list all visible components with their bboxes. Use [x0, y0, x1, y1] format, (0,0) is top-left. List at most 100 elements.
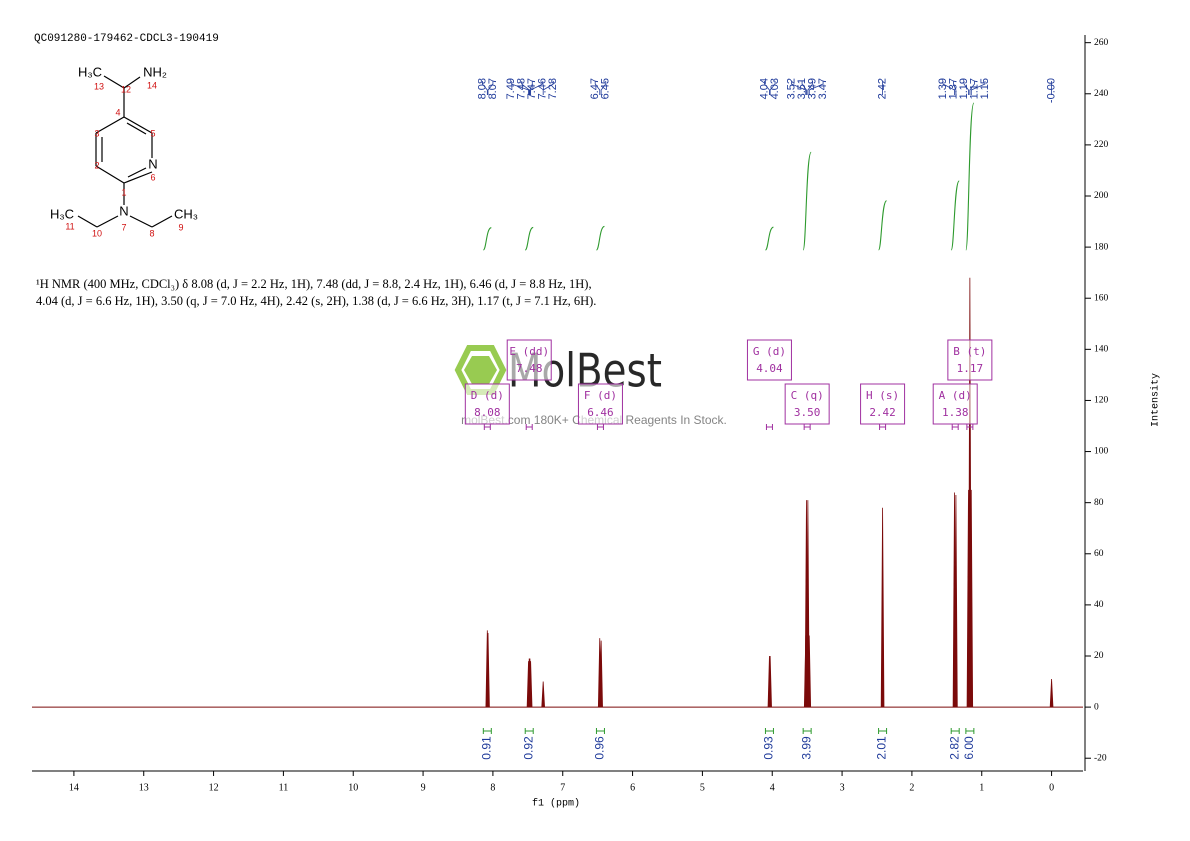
- multiplet-name: C (q): [791, 389, 824, 402]
- x-tick-label: 5: [700, 782, 705, 793]
- integral-curve: [950, 180, 960, 251]
- y-tick-label: 160: [1094, 293, 1109, 303]
- y-tick-label: 240: [1094, 89, 1109, 99]
- integral-bracket: [878, 728, 888, 734]
- multiplet-box: [577, 383, 623, 425]
- multiplet-box: [506, 339, 552, 381]
- y-tick-label: 80: [1094, 498, 1104, 508]
- peak-label: 3.47: [817, 78, 829, 99]
- peak-label: 1.15: [979, 78, 991, 99]
- atom-label: H₃C: [78, 64, 102, 79]
- integral-bracket: [950, 728, 960, 734]
- integral-bracket: [524, 728, 534, 734]
- integral-bracket: [595, 728, 605, 734]
- peak-label-connector: [600, 81, 607, 95]
- y-tick-label: 260: [1094, 38, 1109, 48]
- peak-label: 3.51: [796, 78, 808, 99]
- x-tick-label: 14: [69, 782, 79, 793]
- integral-curve: [482, 227, 492, 251]
- atom-locant: 5: [150, 128, 155, 138]
- x-tick-label: 10: [348, 782, 358, 793]
- peak: [528, 661, 533, 708]
- multiplet-marker: [803, 424, 811, 430]
- peak-label: 1.19: [958, 78, 970, 99]
- y-tick-label: 140: [1094, 345, 1109, 355]
- atom-locant: 2: [94, 160, 99, 170]
- peak-label: 1.39: [937, 78, 949, 99]
- multiplet-marker: [765, 424, 773, 430]
- multiplet-box: [947, 339, 993, 381]
- peak-label-connector: [808, 81, 824, 95]
- peak-label: 8.08: [476, 78, 488, 99]
- atom-locant: 8: [149, 228, 154, 238]
- multiplet-name: E (dd): [509, 345, 549, 358]
- integral-label: 2.82: [947, 736, 961, 760]
- sample-id: QC091280-179462-CDCL3-190419: [34, 33, 219, 45]
- peak-label: 7.28: [547, 78, 559, 99]
- peak: [599, 640, 603, 708]
- peak-label-connector: [542, 81, 554, 95]
- multiplet-box: [746, 339, 792, 381]
- integral-curve: [878, 200, 888, 251]
- nmr-description: ¹H NMR (400 MHz, CDCl₃) δ 8.08 (d, J = 2…: [36, 277, 597, 308]
- peak-label-connector: [487, 81, 494, 95]
- peak: [541, 681, 545, 708]
- structure-bonds: [77, 75, 173, 228]
- multiplet-shift: 8.08: [474, 406, 501, 419]
- integral-bracket: [965, 728, 975, 734]
- peak-label-connector: [953, 81, 957, 95]
- peak-label: 7.47: [526, 78, 538, 99]
- peak: [1049, 678, 1054, 708]
- integral-curve: [524, 226, 534, 251]
- peak: [486, 632, 490, 708]
- peak-label: 4.04: [758, 78, 770, 99]
- multiplet-name: D (d): [471, 389, 504, 402]
- integral-label: 0.93: [762, 736, 776, 760]
- atom-locant: 14: [147, 80, 157, 90]
- peak: [768, 655, 772, 708]
- x-tick-label: 3: [840, 782, 845, 793]
- atom-locant: 12: [121, 84, 131, 94]
- integral-label: 2.01: [875, 736, 889, 760]
- x-tick-label: 4: [770, 782, 775, 793]
- integral-label: 6.00: [962, 736, 976, 760]
- x-tick-label: 1: [979, 782, 984, 793]
- multiplet-shift: 4.04: [756, 362, 783, 375]
- x-tick-label: 13: [139, 782, 149, 793]
- atom-label: N: [148, 156, 157, 171]
- peak-label: 4.03: [769, 78, 781, 99]
- multiplet-marker: [483, 424, 491, 430]
- peak-label: 8.07: [487, 78, 499, 99]
- x-tick-label: 7: [560, 782, 565, 793]
- integral-bracket: [802, 728, 812, 734]
- multiplet-shift: 1.38: [942, 406, 969, 419]
- multiplet-name: A (d): [939, 389, 972, 402]
- peak-label-connector: [594, 81, 601, 95]
- peak-label: 7.48: [516, 78, 528, 99]
- integral-curve: [802, 151, 812, 251]
- integral-curve: [764, 226, 774, 251]
- y-tick-label: 220: [1094, 140, 1109, 150]
- multiplet-box: [784, 383, 830, 425]
- peak: [969, 489, 974, 708]
- atom-locant: 9: [178, 222, 183, 232]
- integral-curve: [595, 225, 605, 251]
- multiplet-name: G (d): [753, 345, 786, 358]
- peak-label-connector: [769, 81, 776, 95]
- atom-label: H₃C: [50, 206, 74, 221]
- integral-label: 0.92: [521, 736, 535, 760]
- y-axis-label: Intensity: [1150, 373, 1162, 427]
- peak-label-connector: [970, 81, 986, 95]
- multiplet-marker: [951, 424, 959, 430]
- multiplet-shift: 2.42: [869, 406, 896, 419]
- atom-locant: 7: [121, 222, 126, 232]
- multiplet-marker: [596, 424, 604, 430]
- multiplet-box: [932, 383, 978, 425]
- peak-label: 3.52: [785, 78, 797, 99]
- x-axis-label: f1 (ppm): [532, 798, 580, 810]
- y-tick-label: 60: [1094, 549, 1104, 559]
- multiplet-shift: 3.50: [794, 406, 821, 419]
- y-tick-label: 100: [1094, 447, 1109, 457]
